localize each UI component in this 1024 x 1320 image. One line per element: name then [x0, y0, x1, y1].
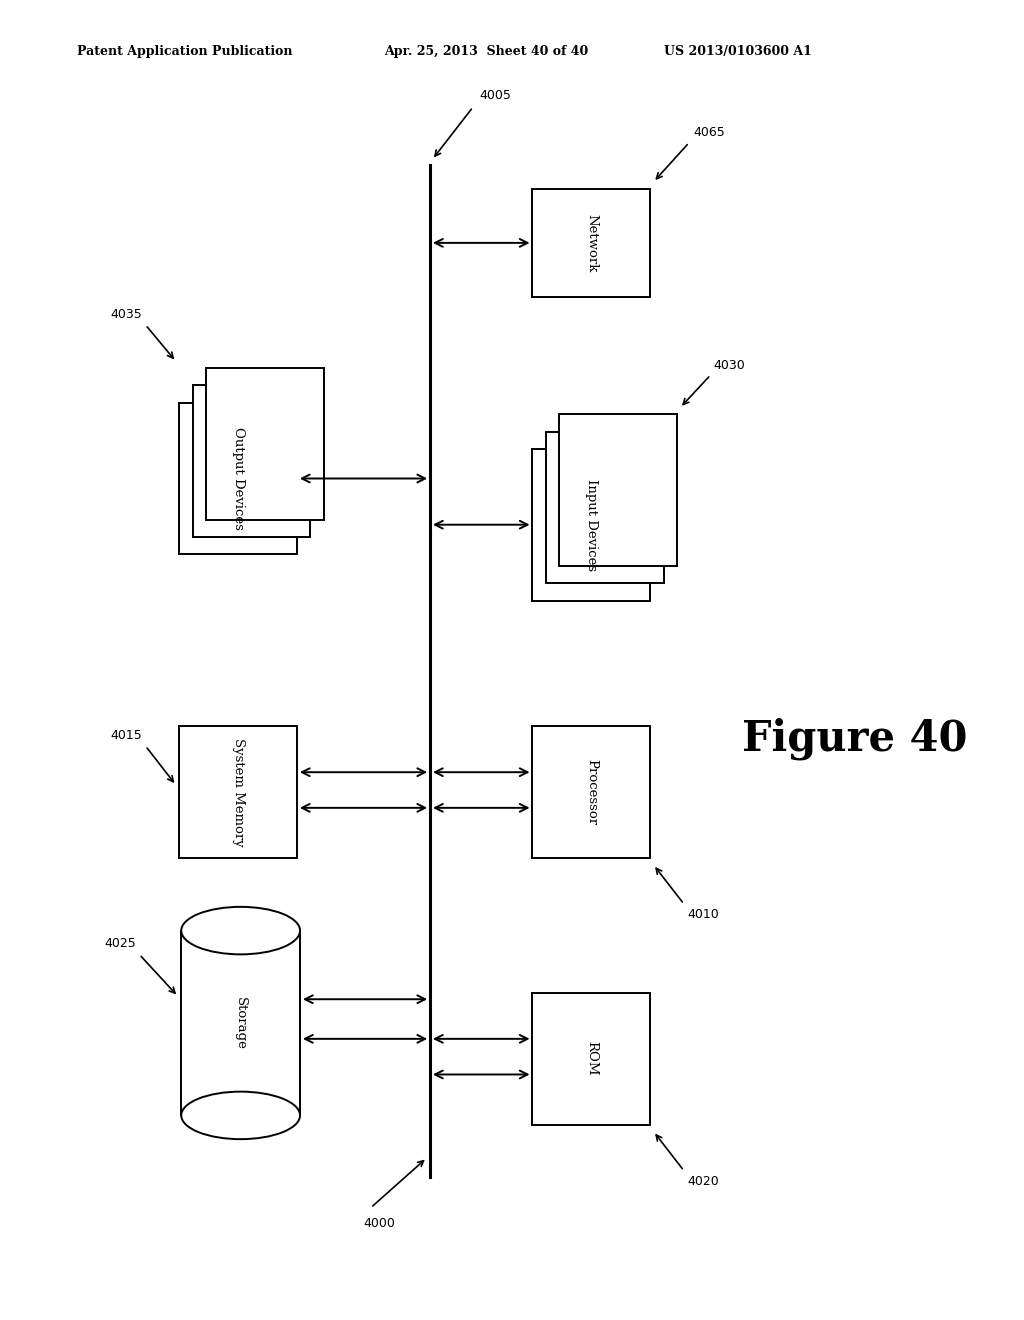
Text: Figure 40: Figure 40 [742, 718, 968, 760]
Bar [179, 726, 297, 858]
Ellipse shape [181, 1092, 300, 1139]
Text: 4020: 4020 [687, 1175, 719, 1188]
Text: 4000: 4000 [364, 1217, 395, 1230]
Bar [532, 189, 650, 297]
Text: Processor: Processor [585, 759, 598, 825]
Text: Patent Application Publication: Patent Application Publication [77, 45, 292, 58]
Bar [206, 368, 324, 520]
Text: Apr. 25, 2013  Sheet 40 of 40: Apr. 25, 2013 Sheet 40 of 40 [384, 45, 588, 58]
Bar [532, 993, 650, 1125]
Text: Storage: Storage [234, 997, 247, 1049]
Bar [546, 432, 664, 583]
Text: 4015: 4015 [111, 729, 142, 742]
Text: ROM: ROM [585, 1041, 598, 1076]
Text: 4065: 4065 [693, 125, 725, 139]
Text: 4025: 4025 [104, 937, 136, 950]
Ellipse shape [181, 907, 300, 954]
Text: 4005: 4005 [479, 88, 511, 102]
Text: US 2013/0103600 A1: US 2013/0103600 A1 [664, 45, 811, 58]
Text: Output Devices: Output Devices [231, 428, 245, 529]
Text: 4010: 4010 [687, 908, 719, 921]
Text: Network: Network [585, 214, 598, 272]
Bar [193, 385, 310, 537]
Bar [532, 726, 650, 858]
Bar [179, 403, 297, 554]
Text: System Memory: System Memory [231, 738, 245, 846]
Bar [181, 931, 300, 1115]
Text: Input Devices: Input Devices [585, 479, 598, 570]
Bar [559, 414, 677, 566]
Text: 4035: 4035 [111, 308, 142, 321]
Bar [532, 449, 650, 601]
Text: 4030: 4030 [714, 359, 745, 372]
